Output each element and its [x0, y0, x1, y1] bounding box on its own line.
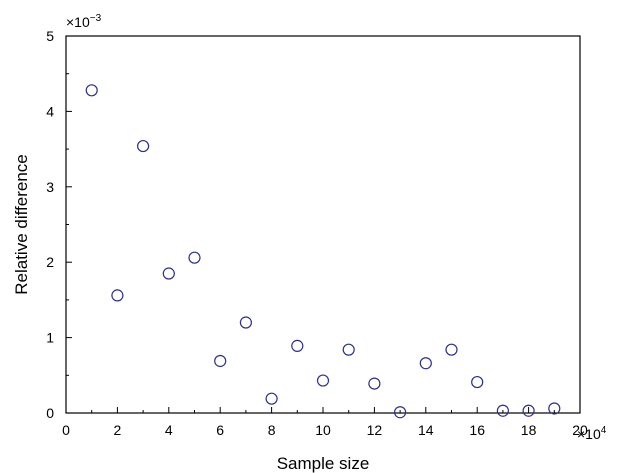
data-point	[188, 251, 201, 264]
x-tick-label: 10	[315, 422, 331, 438]
x-tick-label: 20	[572, 422, 588, 438]
y-multiplier-exponent: −3	[90, 13, 102, 24]
data-point	[548, 402, 561, 415]
data-point	[368, 377, 381, 390]
plot-frame	[65, 35, 581, 414]
data-point	[137, 139, 150, 153]
y-tick-label: 2	[46, 254, 54, 270]
data-point	[265, 392, 278, 405]
data-point	[419, 357, 432, 370]
x-tick-label: 18	[521, 422, 537, 438]
data-point	[162, 267, 175, 280]
y-axis-title: Relative difference	[12, 154, 31, 295]
x-tick-label: 0	[62, 422, 70, 438]
y-tick-label: 3	[46, 179, 54, 195]
x-tick-label: 6	[216, 422, 224, 438]
data-points	[85, 84, 561, 419]
x-multiplier-exponent: 4	[601, 425, 607, 436]
x-tick-label: 8	[268, 422, 276, 438]
data-point	[342, 343, 355, 356]
y-axis-multiplier: ×10−3	[66, 13, 102, 30]
x-tick-label: 4	[165, 422, 173, 438]
x-tick-label: 14	[418, 422, 434, 438]
data-point	[214, 354, 227, 368]
data-point	[471, 375, 484, 389]
y-tick-label: 4	[46, 103, 54, 119]
x-tick-label: 2	[114, 422, 122, 438]
data-point	[111, 289, 124, 302]
y-tick-label: 0	[46, 405, 54, 421]
x-tick-label: 12	[367, 422, 383, 438]
x-axis-ticks: 0 2 4 6 8 10 12 14 16 18 20	[62, 407, 588, 438]
x-multiplier-base: ×10	[577, 426, 601, 442]
y-axis-ticks: 0 1 2 3 4 5	[46, 28, 72, 421]
data-point	[394, 406, 407, 419]
x-axis-multiplier: ×104	[577, 425, 607, 442]
data-point	[522, 404, 535, 417]
data-point	[239, 316, 252, 329]
y-tick-label: 1	[46, 330, 54, 346]
data-point	[291, 339, 304, 352]
y-tick-label: 5	[46, 28, 54, 44]
data-point	[316, 374, 330, 387]
x-tick-label: 16	[469, 422, 485, 438]
data-point	[85, 84, 98, 97]
data-point	[445, 343, 458, 356]
data-point	[496, 404, 509, 417]
y-multiplier-base: ×10	[66, 14, 90, 30]
x-axis-title: Sample size	[277, 454, 370, 473]
